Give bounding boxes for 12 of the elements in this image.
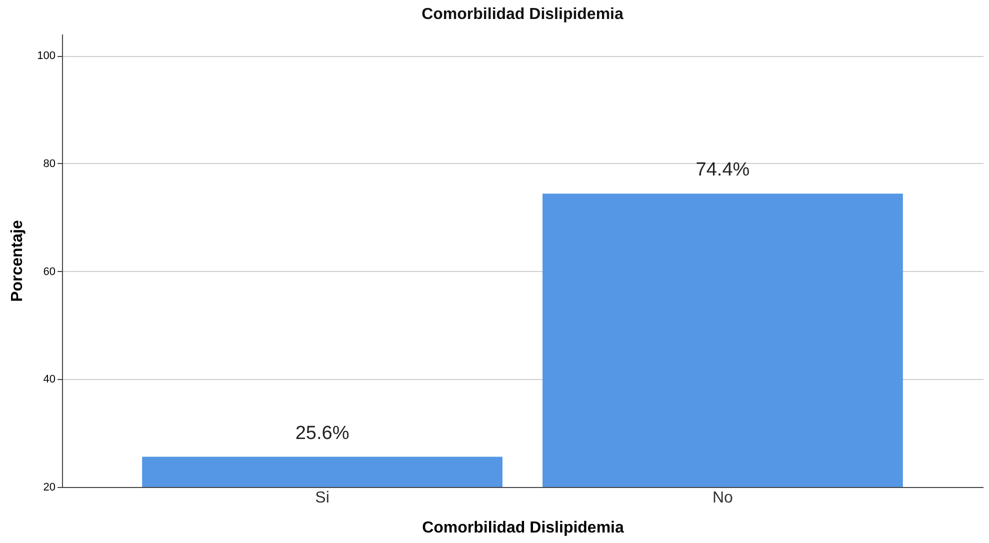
x-tick-label: Si	[315, 490, 330, 506]
y-tick-label: 60	[43, 266, 56, 278]
y-tick-label: 20	[43, 482, 56, 494]
y-tick-label: 80	[43, 158, 56, 170]
x-axis-title: Comorbilidad Dislipidemia	[422, 520, 624, 536]
chart-title: Comorbilidad Dislipidemia	[422, 6, 624, 23]
x-tick-label: No	[712, 490, 734, 506]
y-axis-title: Porcentaje	[9, 220, 26, 302]
data-label: 74.4%	[696, 160, 750, 181]
y-tick-label: 40	[43, 374, 56, 386]
data-label: 25.6%	[295, 422, 350, 444]
y-tick-label: 100	[37, 50, 56, 62]
